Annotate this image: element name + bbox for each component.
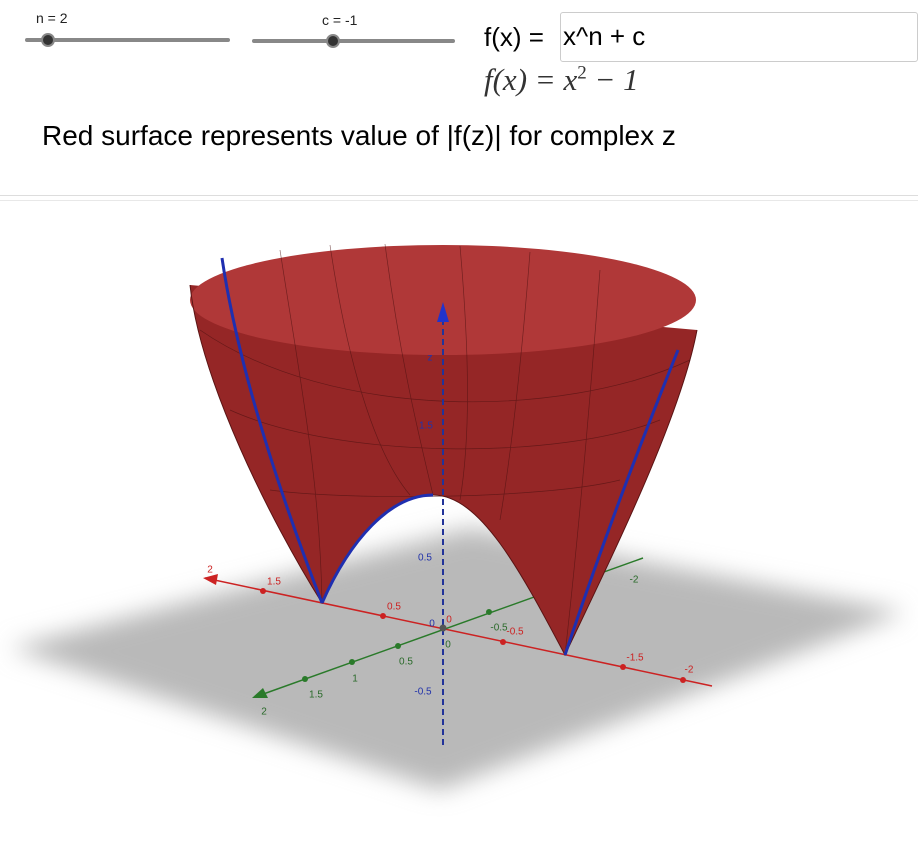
input-label: f(x) =: [484, 22, 544, 52]
slider-knob[interactable]: [326, 34, 340, 48]
z-tick-label: 1.5: [419, 421, 433, 432]
y-axis-arrow: [252, 688, 268, 698]
x-axis-labels: 2 1.5 0.5 0 -0.5 -1.5 -2: [207, 565, 694, 676]
slider-label: n = 2: [36, 10, 68, 26]
caption: Red surface represents value of |f(z)| f…: [42, 120, 676, 151]
curve: [563, 349, 680, 656]
y-tick-label: 1: [352, 674, 358, 685]
z-tick-label: 0: [429, 619, 435, 630]
y-tick-label: 2: [261, 707, 267, 718]
axis-point: [349, 659, 355, 665]
curve: [320, 493, 434, 604]
axis-point: [680, 677, 686, 683]
x-tick-label: 0: [446, 615, 452, 626]
x-tick-label: -1.5: [626, 653, 644, 664]
divider: [0, 195, 918, 196]
axis-point: [620, 664, 626, 670]
formula: f(x) = x2 − 1: [484, 62, 639, 98]
slider-track[interactable]: [25, 38, 230, 42]
x-tick-label: 1.5: [267, 577, 281, 588]
x-axis: [204, 577, 713, 687]
surface-top: [190, 245, 696, 355]
divider: [0, 200, 918, 201]
axis-point: [302, 676, 308, 682]
axis-point: [500, 639, 506, 645]
y-tick-label: -0.5: [490, 623, 508, 634]
x-tick-label: 2: [207, 565, 213, 576]
formula-base: f(x) = x: [484, 62, 578, 97]
input-value: x^n + c: [563, 21, 646, 51]
y-tick-label: -2: [630, 575, 639, 586]
mesh: [199, 243, 691, 656]
formula-exponent: 2: [577, 62, 587, 84]
z-axis-arrow: [437, 302, 449, 322]
slider-label: c = -1: [322, 12, 358, 28]
y-tick-label: 0.5: [399, 657, 413, 668]
curve: [220, 257, 324, 604]
ground-plane: [10, 528, 905, 790]
y-tick-label: 1.5: [309, 690, 323, 701]
x-axis-arrow: [203, 574, 218, 585]
x-tick-label: 0.5: [387, 602, 401, 613]
z-tick-label: -0.5: [414, 687, 432, 698]
origin-point: [439, 624, 447, 632]
axis-point: [395, 643, 401, 649]
y-tick-label: 0: [445, 640, 451, 651]
axis-point: [260, 588, 266, 594]
slider-knob[interactable]: [41, 33, 55, 47]
axis-point: [380, 613, 386, 619]
z-axis-labels: z 1.5 0.5 0 -0.5: [414, 353, 435, 698]
y-axis-labels: 2 1.5 1 0.5 0 -0.5 -2: [261, 575, 639, 718]
z-axis-title: z: [428, 353, 433, 364]
x-tick-label: -2: [685, 665, 694, 676]
formula-rest: − 1: [594, 62, 639, 97]
x-tick-label: -0.5: [506, 627, 524, 638]
z-tick-label: 0.5: [418, 553, 432, 564]
axis-points: [260, 588, 686, 683]
surface-edge: [189, 284, 698, 657]
axis-point: [486, 609, 492, 615]
slider-track[interactable]: [252, 39, 455, 43]
